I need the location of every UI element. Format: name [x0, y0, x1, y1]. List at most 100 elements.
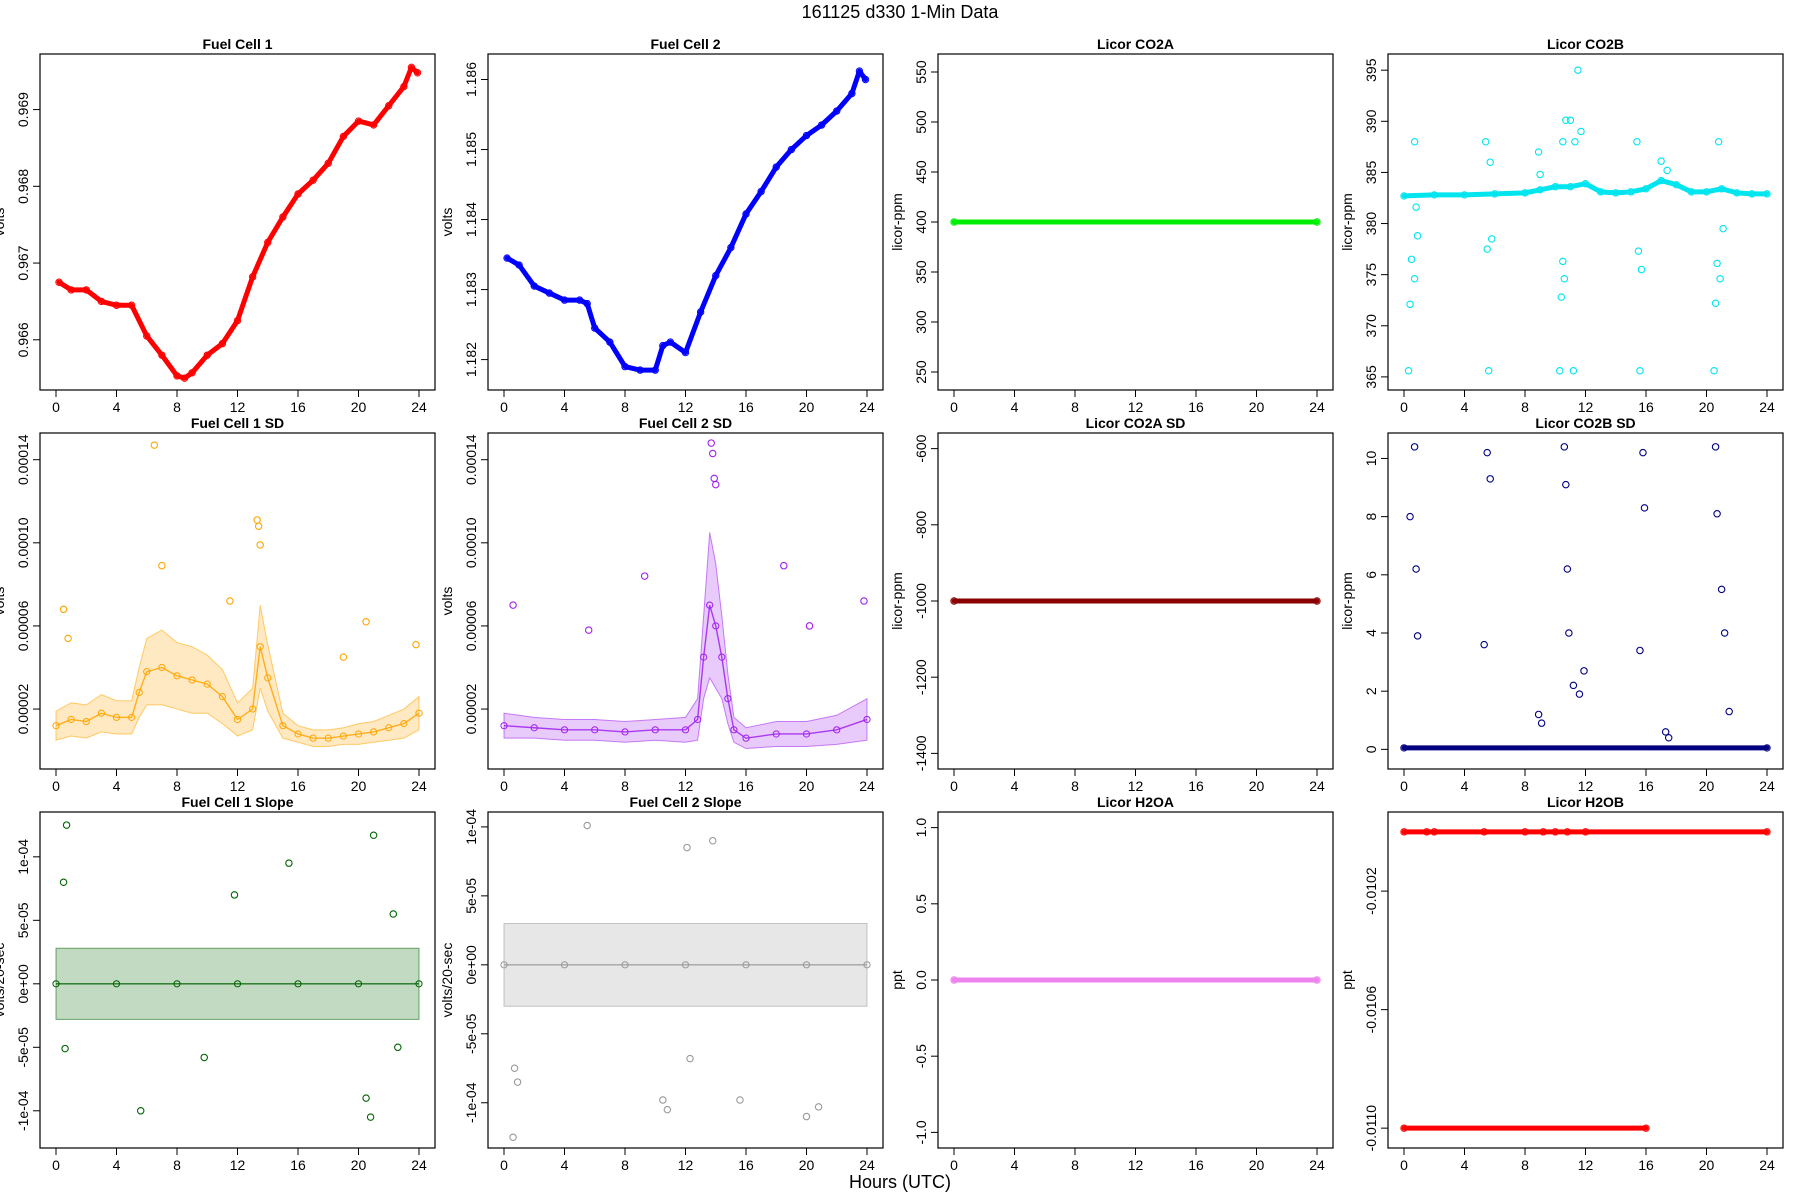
- x-tick-label-2-6: 24: [1309, 399, 1325, 415]
- series-point-7-1-1: [1410, 443, 1419, 451]
- series-point-5-0-7: [694, 715, 702, 724]
- series-point-3-1-22: [1571, 137, 1579, 146]
- series-point-9-1-2: [683, 843, 691, 852]
- panel-ylabel-3: licor-ppm: [1339, 193, 1355, 251]
- panel-ylabel-6: licor-ppm: [889, 572, 905, 630]
- x-tick-label-3-2: 8: [1521, 399, 1529, 415]
- series-point-4-0-19: [309, 734, 317, 742]
- series-point-3-0-13: [1657, 176, 1665, 185]
- x-tick-label-3-3: 12: [1578, 399, 1594, 415]
- x-tick-label-11-4: 16: [1638, 1157, 1654, 1173]
- series-point-3-1-34: [1714, 137, 1723, 146]
- series-point-5-0-11: [718, 653, 726, 661]
- panel-plot-7: [1400, 443, 1771, 752]
- series-point-5-0-17: [833, 726, 841, 734]
- panel-frame-11: [1387, 811, 1784, 1149]
- y-tick-label-7-4: 8: [1363, 513, 1379, 521]
- series-point-3-1-21: [1569, 367, 1578, 375]
- y-tick-label-5-2: 0.00010: [463, 517, 479, 568]
- series-point-4-0-11: [203, 680, 211, 688]
- series-point-5-1-3: [707, 439, 715, 447]
- series-point-7-0-0: [1400, 744, 1408, 752]
- series-point-3-0-17: [1717, 185, 1726, 193]
- series-point-9-1-9: [510, 1064, 519, 1073]
- series-point-5-0-15: [772, 730, 780, 738]
- series-point-3-1-32: [1711, 299, 1720, 308]
- series-point-0-0-4: [112, 301, 121, 309]
- y-tick-label-3-2: 375: [1363, 263, 1379, 287]
- series-point-4-0-9: [173, 672, 181, 680]
- panel-frame-7: [1387, 432, 1784, 770]
- series-point-2-0-1: [1313, 218, 1321, 226]
- series-point-1-0-10: [636, 366, 644, 374]
- series-point-3-1-30: [1663, 166, 1671, 175]
- series-point-5-0-13: [730, 726, 738, 734]
- series-point-8-1-7: [369, 831, 378, 839]
- y-tick-label-3-5: 390: [1363, 109, 1379, 133]
- series-point-3-1-1: [1406, 300, 1414, 309]
- x-tick-label-5-0: 0: [500, 778, 508, 794]
- series-point-7-1-2: [1412, 565, 1420, 573]
- series-point-3-0-5: [1536, 186, 1544, 194]
- x-tick-label-9-3: 12: [678, 1157, 694, 1173]
- series-point-4-1-6: [256, 541, 264, 549]
- series-point-3-1-9: [1484, 367, 1493, 375]
- x-tick-label-2-0: 0: [950, 399, 958, 415]
- series-point-3-1-0: [1404, 367, 1413, 375]
- series-point-5-0-10: [712, 622, 720, 630]
- series-point-5-0-9: [706, 601, 714, 609]
- x-tick-label-3-0: 0: [1400, 399, 1408, 415]
- series-band-4-0: [55, 605, 420, 747]
- series-point-5-0-1: [530, 724, 538, 732]
- series-point-3-1-31: [1710, 367, 1718, 375]
- x-tick-label-1-3: 12: [678, 399, 694, 415]
- series-point-7-0-1: [1763, 744, 1771, 752]
- x-tick-label-4-5: 20: [351, 778, 367, 794]
- panel-ylabel-7: licor-ppm: [1339, 572, 1355, 630]
- panel-plot-8: [52, 821, 423, 1121]
- series-point-4-0-22: [354, 730, 363, 738]
- series-point-0-0-12: [218, 339, 227, 348]
- x-tick-label-9-4: 16: [738, 1157, 754, 1173]
- series-point-4-0-6: [135, 688, 143, 697]
- x-tick-label-4-0: 0: [52, 778, 60, 794]
- x-tick-label-6-6: 24: [1309, 778, 1325, 794]
- series-point-1-0-7: [591, 324, 599, 332]
- y-tick-label-6-4: -600: [913, 434, 929, 462]
- series-point-3-1-24: [1577, 127, 1585, 136]
- series-point-0-0-25: [407, 63, 416, 72]
- series-point-1-0-19: [757, 187, 765, 196]
- series-point-11-0-8: [1581, 828, 1590, 836]
- series-point-7-1-6: [1486, 475, 1494, 483]
- panel-6: Licor CO2A SD licor-ppm 0 4 8 12 16 20 24 -1400 -1…: [889, 415, 1334, 794]
- y-tick-label-0-3: 0.969: [15, 92, 31, 127]
- y-tick-label-8-4: 1e-04: [15, 839, 31, 875]
- series-point-4-0-14: [249, 705, 257, 713]
- series-point-9-1-11: [686, 1054, 694, 1063]
- series-point-1-0-5: [575, 296, 584, 304]
- x-tick-label-4-6: 24: [411, 778, 427, 794]
- series-point-4-1-8: [339, 653, 348, 661]
- x-tick-label-8-1: 4: [113, 1157, 121, 1173]
- series-line-0-0: [56, 64, 420, 381]
- series-point-3-0-16: [1702, 188, 1711, 196]
- y-tick-label-2-4: 450: [913, 160, 929, 184]
- series-point-3-1-17: [1559, 137, 1567, 146]
- series-point-4-0-10: [188, 676, 196, 684]
- series-point-4-0-5: [128, 713, 136, 721]
- panel-5: Fuel Cell 2 SD volts 0 4 8 12 16 20 24 0.00002 0.0…: [439, 415, 884, 794]
- x-tick-label-11-5: 20: [1699, 1157, 1715, 1173]
- series-point-7-1-22: [1534, 710, 1543, 719]
- y-tick-label-6-0: -1400: [913, 735, 929, 771]
- panel-ylabel-11: ppt: [1339, 970, 1355, 990]
- series-point-11-0-5: [1539, 828, 1547, 836]
- panel-plot-9: [500, 821, 871, 1141]
- x-tick-label-11-6: 24: [1759, 1157, 1775, 1173]
- series-point-5-1-0: [509, 601, 517, 609]
- x-tick-label-6-3: 12: [1128, 778, 1144, 794]
- x-tick-label-10-4: 16: [1188, 1157, 1204, 1173]
- x-tick-label-7-1: 4: [1461, 778, 1469, 794]
- x-tick-label-7-4: 16: [1638, 778, 1654, 794]
